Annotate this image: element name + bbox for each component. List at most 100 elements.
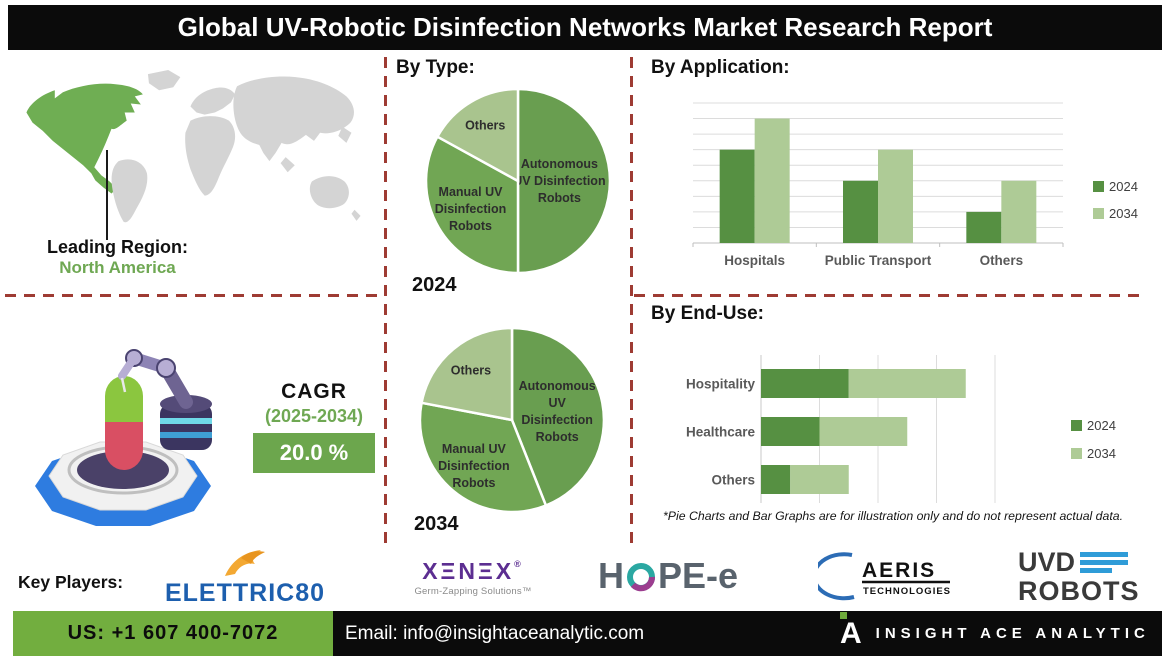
contact-bar bbox=[333, 611, 1162, 656]
pie-slice-label: Autonomous UV Disinfection Robots bbox=[513, 157, 605, 205]
robot-base-band1 bbox=[160, 418, 212, 424]
cagr-period: (2025-2034) bbox=[264, 406, 364, 426]
bar-2034 bbox=[754, 118, 790, 243]
pie-chart-2034: Autonomous UV Disinfection Robots Manual UV D… bbox=[415, 323, 609, 522]
divider-vertical-left bbox=[384, 57, 387, 545]
region-greenland bbox=[147, 70, 181, 91]
xenex-tagline: Germ-Zapping Solutions™ bbox=[414, 586, 532, 597]
nozzle-beam bbox=[120, 377, 127, 393]
uvd-line2: ROBOTS bbox=[1018, 576, 1140, 606]
xenex-wordmark: XΞNΞX® bbox=[422, 558, 524, 584]
cagr-block: CAGR (2025-2034) 20.0 % bbox=[248, 380, 380, 473]
pie-slice-label: Others bbox=[451, 363, 491, 377]
brand-wordmark: INSIGHT ACE ANALYTIC bbox=[875, 625, 1150, 642]
robot-base bbox=[160, 404, 212, 450]
leading-region-value: North America bbox=[59, 258, 176, 277]
logo-hope-e: H PE-e bbox=[598, 558, 738, 594]
key-players-label: Key Players: bbox=[18, 572, 124, 592]
aeris-swoosh-icon bbox=[818, 552, 855, 601]
region-north-america-highlight bbox=[26, 83, 143, 194]
logo-uvd-robots: UVD ROBOTS bbox=[1018, 549, 1158, 605]
pie-chart-2024: Autonomous UV Disinfection Robots Manual UV… bbox=[421, 84, 615, 283]
bar-segment-2024 bbox=[761, 417, 820, 446]
elettric80-eagle-icon bbox=[225, 550, 265, 576]
logo-elettric80: ELETTRIC80 bbox=[140, 548, 350, 606]
insight-ace-analytic-logo: A INSIGHT ACE ANALYTIC bbox=[840, 611, 1150, 656]
category-label: Hospitals bbox=[724, 253, 785, 268]
region-europe bbox=[190, 87, 236, 115]
brand-green-dot bbox=[840, 611, 847, 619]
region-japan bbox=[338, 126, 352, 143]
platform-core bbox=[77, 451, 169, 489]
elettric80-wordmark: ELETTRIC80 bbox=[164, 579, 326, 607]
bar-segment-2024 bbox=[761, 465, 791, 494]
robot-base-band2 bbox=[160, 432, 212, 438]
world-map bbox=[26, 70, 361, 223]
aeris-subtext: TECHNOLOGIES bbox=[863, 586, 951, 597]
bar-2024 bbox=[843, 180, 878, 243]
cagr-label: CAGR bbox=[281, 380, 347, 403]
legend-swatch bbox=[1093, 208, 1104, 219]
legend-swatch bbox=[1093, 181, 1104, 192]
region-australia bbox=[309, 176, 349, 209]
divider-horizontal-right bbox=[634, 294, 1139, 297]
pie-caption-2034: 2034 bbox=[414, 513, 459, 535]
phone-number: US: +1 607 400-7072 bbox=[67, 622, 279, 644]
leading-region-block: Leading Region: North America bbox=[15, 237, 220, 278]
pie-slice bbox=[418, 401, 548, 514]
report-title: Global UV-Robotic Disinfection Networks … bbox=[177, 12, 993, 42]
arm-nozzle bbox=[118, 354, 138, 380]
map-callout-line bbox=[106, 150, 108, 240]
hope-e-left: H bbox=[598, 555, 624, 596]
email-text: Email: info@insightaceanalytic.com bbox=[345, 622, 645, 644]
bar-segment-2024 bbox=[761, 369, 849, 398]
aeris-wordmark: AERIS bbox=[862, 559, 936, 582]
pie-slice bbox=[510, 326, 606, 507]
bar-chart-by-end-use: Hospitality Healthcare Others 2024 2034 bbox=[645, 338, 1165, 518]
pie-slice bbox=[424, 135, 520, 275]
leading-region-label: Leading Region: bbox=[47, 237, 188, 257]
section-heading-by-end-use: By End-Use: bbox=[651, 303, 764, 324]
legend-label: 2024 bbox=[1109, 179, 1138, 194]
logo-xenex: XΞNΞX® Germ-Zapping Solutions™ bbox=[398, 558, 548, 598]
category-label: Others bbox=[711, 473, 755, 488]
chart-disclaimer: *Pie Charts and Bar Graphs are for illus… bbox=[663, 509, 1124, 523]
robot-pill-illustration bbox=[35, 349, 212, 526]
pie-slice-label: Manual UV Disinfection Robots bbox=[438, 442, 510, 490]
pill-top bbox=[105, 376, 143, 422]
section-heading-by-application: By Application: bbox=[651, 57, 790, 78]
pie-slice bbox=[516, 87, 612, 275]
legend-label: 2024 bbox=[1087, 418, 1116, 433]
category-label: Public Transport bbox=[825, 253, 932, 268]
pie-slice-label: Manual UV Disinfection Robots bbox=[435, 185, 507, 233]
hope-e-swirl-icon bbox=[627, 563, 655, 592]
category-label: Healthcare bbox=[686, 425, 756, 440]
bar-2034 bbox=[1001, 180, 1037, 243]
bar-chart-by-application: Hospitals Public Transport Others 2024 2034 bbox=[645, 93, 1165, 288]
region-new-zealand bbox=[351, 209, 361, 221]
uvd-line1: UVD bbox=[1018, 547, 1076, 577]
category-label: Others bbox=[980, 253, 1024, 268]
category-label: Hospitality bbox=[686, 377, 756, 392]
by-end-use-svg: Hospitality Healthcare Others 2024 2034 bbox=[686, 355, 1116, 503]
bar-segment-2034 bbox=[819, 417, 908, 446]
divider-horizontal-left bbox=[5, 294, 383, 297]
legend-label: 2034 bbox=[1087, 446, 1116, 461]
pie-slice bbox=[436, 87, 520, 183]
region-asia bbox=[233, 76, 354, 162]
bar-segment-2034 bbox=[790, 465, 849, 494]
arm-joint-1 bbox=[156, 358, 176, 378]
pie-slice-label: Others bbox=[465, 119, 505, 133]
divider-vertical-right bbox=[630, 57, 633, 545]
hope-e-right: PE-e bbox=[658, 555, 739, 596]
region-south-america bbox=[111, 159, 148, 223]
logo-aeris: AERIS TECHNOLOGIES bbox=[818, 552, 951, 601]
uvd-stripes-icon bbox=[1080, 552, 1129, 573]
legend-swatch bbox=[1071, 420, 1082, 431]
bar-2024 bbox=[966, 211, 1002, 243]
legend-swatch bbox=[1071, 448, 1082, 459]
pie-slice-label: Autonomous UV Disinfection Robots bbox=[519, 379, 596, 444]
